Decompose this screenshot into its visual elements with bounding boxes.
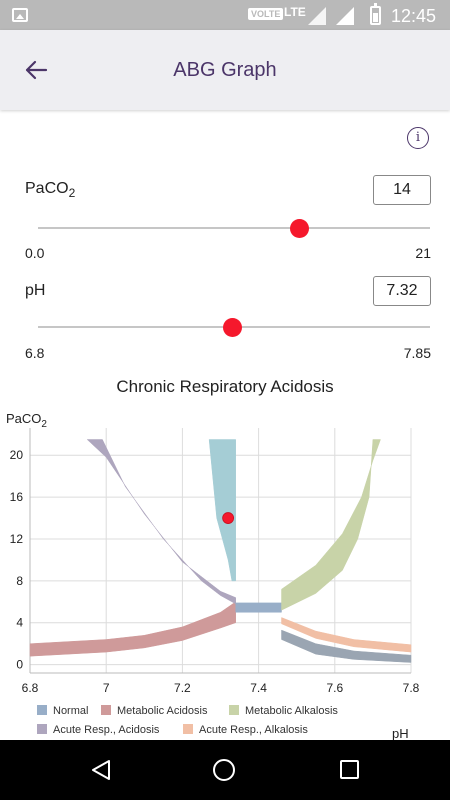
y-axis-label: PaCO2 [6, 411, 47, 430]
battery-icon [370, 3, 381, 25]
ph-slider-track[interactable] [38, 317, 430, 337]
y-tick-label: 20 [10, 448, 24, 462]
ph-value-field[interactable]: 7.32 [373, 276, 431, 306]
signal-strength-icon [308, 7, 326, 25]
legend-label: Acute Resp., Acidosis [53, 724, 160, 736]
x-tick-label: 7.6 [326, 681, 343, 695]
ph-min-label: 6.8 [25, 345, 45, 361]
y-tick-label: 0 [16, 658, 23, 672]
network-type: LTE [284, 5, 306, 19]
y-tick-label: 12 [10, 532, 24, 546]
y-tick-label: 4 [16, 616, 23, 630]
paco2-value-field[interactable]: 14 [373, 175, 431, 205]
legend-label: Metabolic Alkalosis [245, 705, 338, 717]
ph-label: pH [25, 282, 46, 299]
band-metabolic_alkalosis [281, 439, 381, 611]
band-metabolic_acidosis [29, 601, 236, 657]
legend-swatch [37, 724, 47, 734]
band-normal [235, 602, 282, 613]
gallery-notification-icon [12, 8, 28, 22]
legend-swatch [229, 705, 239, 715]
paco2-slider-track[interactable] [38, 218, 430, 238]
ph-slider-thumb[interactable] [222, 317, 242, 337]
band-chronic_resp_acidosis [208, 439, 236, 582]
nav-home-button[interactable] [213, 759, 235, 781]
status-bar: VOLTE LTE 12:45 [0, 0, 450, 30]
status-clock: 12:45 [390, 6, 436, 26]
arrow-left-icon [25, 60, 48, 80]
nav-recents-button[interactable] [340, 760, 359, 779]
legend-swatch [183, 724, 193, 734]
y-tick-label: 8 [16, 574, 23, 588]
app-bar: ABG Graph [0, 30, 450, 110]
current-abg-point [222, 512, 235, 524]
paco2-min-label: 0.0 [25, 245, 45, 261]
y-tick-label: 16 [10, 490, 24, 504]
paco2-label: PaCO2 [25, 180, 76, 201]
x-axis-label: pH [392, 726, 409, 740]
legend-swatch [101, 705, 111, 715]
x-tick-label: 7.4 [250, 681, 267, 695]
paco2-slider-thumb[interactable] [289, 218, 309, 238]
back-button[interactable] [20, 54, 52, 86]
band-chronic_resp_alkalosis [281, 629, 412, 663]
page-title: ABG Graph [173, 59, 277, 81]
ph-max-label: 7.85 [403, 345, 431, 361]
abg-chart: 6.8 7 7.2 7.4 7.6 7.8 0 4 8 12 16 20 PaCO2 Normal Meta… [6, 411, 420, 740]
triangle-back-icon [92, 760, 110, 780]
x-tick-label: 7.2 [174, 681, 191, 695]
x-tick-label: 6.8 [22, 681, 39, 695]
band-acute_resp_alkalosis [281, 617, 412, 653]
paco2-max-label: 21 [415, 245, 431, 261]
legend-label: Metabolic Acidosis [117, 705, 208, 717]
signal-strength-icon-2 [336, 7, 354, 25]
nav-back-button[interactable] [90, 759, 112, 781]
legend-swatch [37, 705, 47, 715]
volte-badge: VOLTE [248, 8, 284, 20]
x-tick-label: 7 [103, 681, 110, 695]
info-icon[interactable]: i [407, 127, 429, 149]
legend-label: Acute Resp., Alkalosis [199, 724, 308, 736]
navigation-bar [0, 740, 450, 800]
x-tick-label: 7.8 [403, 681, 420, 695]
legend-label: Normal [53, 705, 88, 717]
chart-title: Chronic Respiratory Acidosis [116, 377, 334, 396]
